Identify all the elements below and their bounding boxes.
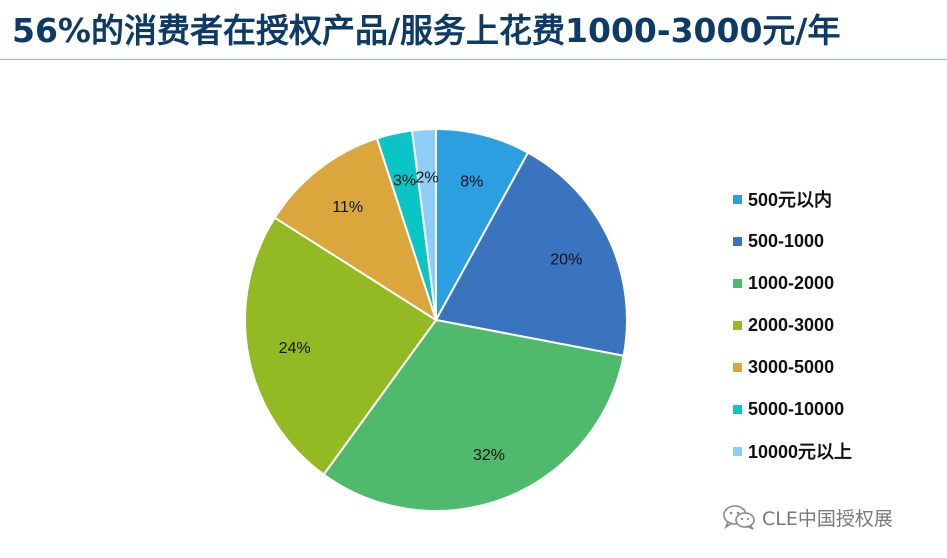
pie-slice-2 (434, 151, 628, 357)
slice-label-6: 3% (393, 173, 416, 190)
legend-swatch (733, 278, 742, 288)
page-title: 56%的消费者在授权产品/服务上花费1000-3000元/年 (12, 11, 841, 50)
legend-item-6: 5000-10000 (733, 388, 933, 430)
legend-item-2: 500-1000 (733, 220, 933, 262)
slice-label-1: 8% (460, 174, 483, 191)
legend-swatch (733, 446, 742, 456)
chart-legend: 500元以内 500-1000 1000-2000 2000-3000 3000-500… (733, 178, 933, 472)
legend-swatch (733, 236, 742, 246)
legend-item-4: 2000-3000 (733, 304, 933, 346)
legend-swatch (733, 404, 742, 414)
slice-label-4: 24% (279, 340, 311, 357)
pie-slice-1 (435, 127, 530, 321)
slice-label-3: 32% (473, 447, 505, 464)
slice-label-7: 2% (415, 169, 438, 186)
legend-swatch (733, 194, 742, 204)
legend-label: 1000-2000 (748, 272, 835, 293)
legend-item-5: 3000-5000 (733, 346, 933, 388)
legend-item-1: 500元以内 (733, 178, 933, 220)
legend-label: 3000-5000 (748, 356, 835, 377)
wechat-icon (723, 505, 755, 530)
legend-swatch (733, 362, 742, 372)
legend-swatch (733, 320, 742, 330)
watermark-text: CLE中国授权展 (762, 507, 893, 530)
legend-label: 5000-10000 (748, 398, 845, 419)
title-divider (0, 59, 947, 60)
legend-label: 500-1000 (748, 230, 825, 251)
pie-slice-7 (410, 127, 437, 321)
legend-item-3: 1000-2000 (733, 262, 933, 304)
legend-label: 2000-3000 (748, 314, 835, 335)
pie-slice-4 (244, 216, 438, 476)
legend-item-7: 10000元以上 (733, 430, 933, 472)
watermark: CLE中国授权展 (722, 503, 893, 531)
legend-label: 10000元以上 (748, 442, 853, 462)
pie-slice-3 (322, 318, 625, 512)
slice-label-5: 11% (332, 199, 363, 216)
legend-label: 500元以内 (748, 190, 833, 210)
pie-slice-5 (273, 137, 438, 323)
slice-label-2: 20% (550, 252, 582, 269)
